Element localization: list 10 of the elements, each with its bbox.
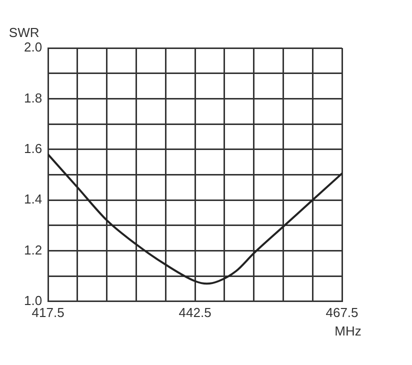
y-tick-label: 1.2 [24, 242, 42, 258]
x-tick-label: 467.5 [326, 304, 358, 320]
y-tick-label: 1.4 [24, 192, 42, 207]
y-tick-label: 2.0 [24, 40, 42, 55]
y-tick-label: 1.6 [24, 140, 42, 156]
x-tick-label: 442.5 [178, 304, 212, 320]
x-axis-title: MHz [334, 323, 362, 338]
line-series [48, 153, 342, 285]
y-axis-title: SWR [8, 25, 40, 40]
y-tick-label: 1.8 [24, 90, 42, 106]
